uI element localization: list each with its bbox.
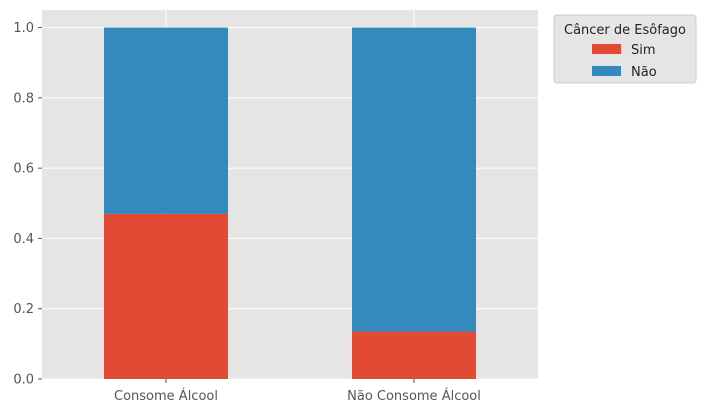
legend-label-sim: Sim xyxy=(631,43,656,58)
x-tick-label: Não Consome Álcool xyxy=(347,388,481,404)
y-axis: 0.0 0.2 0.4 0.6 0.8 1.0 xyxy=(13,21,42,388)
bar-não-2 xyxy=(352,27,476,332)
y-tick-label: 0.2 xyxy=(13,302,34,317)
legend-box xyxy=(553,14,697,84)
legend: Câncer de Esôfago Sim Não xyxy=(553,14,697,84)
legend-label-não: Não xyxy=(631,65,657,80)
y-tick-label: 0.8 xyxy=(13,91,34,106)
bar-sim-1 xyxy=(104,213,228,379)
x-tick-label: Consome Álcool xyxy=(114,388,218,404)
x-axis: Consome Álcool Não Consome Álcool xyxy=(114,379,481,404)
y-tick-label: 1.0 xyxy=(13,21,34,36)
y-tick-label: 0.6 xyxy=(13,162,34,177)
y-tick-label: 0.0 xyxy=(13,373,34,388)
bar-sim-2 xyxy=(352,331,476,379)
bars xyxy=(104,27,476,379)
y-tick-label: 0.4 xyxy=(13,232,34,247)
bar-não-1 xyxy=(104,27,228,214)
legend-swatch-sim xyxy=(592,44,621,54)
legend-swatch-não xyxy=(592,66,621,76)
legend-title: Câncer de Esôfago xyxy=(564,23,686,38)
